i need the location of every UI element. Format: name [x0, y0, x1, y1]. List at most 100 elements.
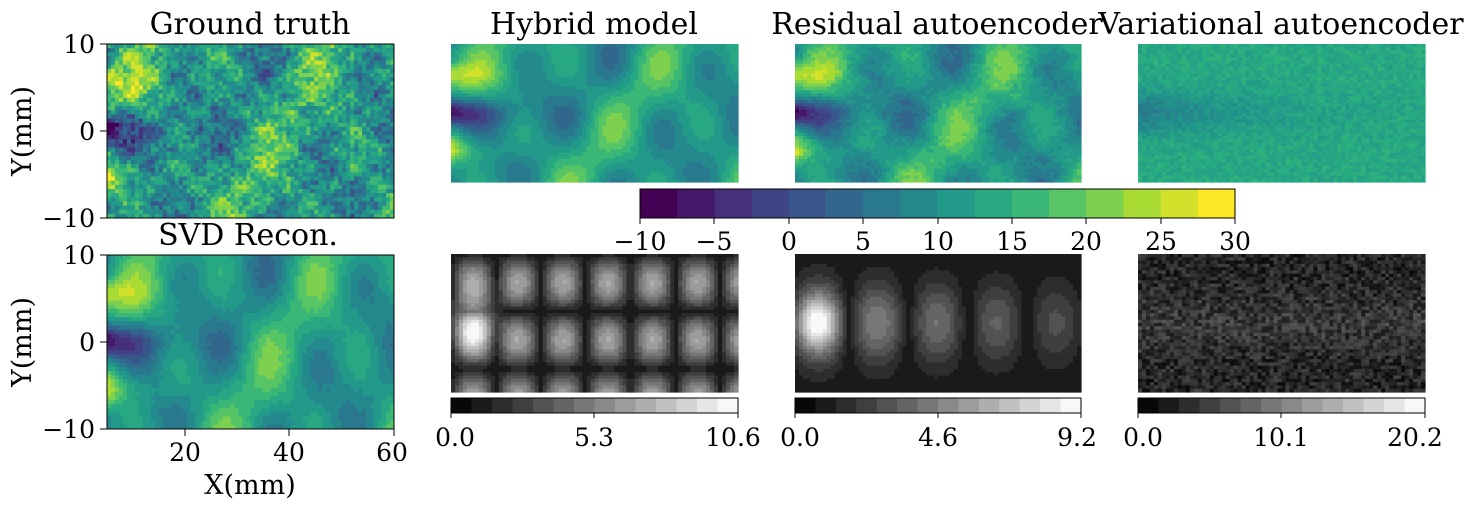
heatmap-cell [154, 64, 160, 70]
heatmap-cell [734, 113, 739, 117]
heatmap-cell [190, 77, 196, 82]
heatmap-cell [130, 151, 136, 157]
heatmap-cell [278, 77, 283, 82]
heatmap-cell [350, 64, 355, 70]
heatmap-cell [358, 143, 363, 149]
heatmap-cell [162, 213, 168, 218]
heatmap-cell [310, 44, 315, 49]
heatmap-cell [310, 139, 315, 145]
heatmap-cell [370, 147, 375, 153]
heatmap-cell [586, 103, 592, 108]
heatmap-cell [566, 126, 572, 131]
heatmap-cell [166, 180, 172, 186]
heatmap-cell [498, 132, 504, 137]
heatmap-cell [522, 83, 528, 88]
heatmap-cell [130, 77, 136, 82]
heatmap-cell [702, 50, 707, 55]
heatmap-cell [222, 172, 228, 178]
heatmap-cell [666, 44, 671, 48]
heatmap-cell [498, 99, 504, 104]
heatmap-cell [202, 44, 208, 49]
heatmap-cell [306, 209, 311, 215]
heatmap-cell [614, 44, 620, 48]
heatmap-cell [162, 184, 168, 190]
heatmap-cell [186, 131, 192, 136]
heatmap-cell [286, 147, 291, 153]
heatmap-cell [246, 151, 252, 157]
heatmap-cell [330, 201, 335, 207]
heatmap-cell [198, 48, 204, 53]
heatmap-cell [182, 106, 188, 111]
heatmap-cell [150, 205, 156, 211]
heatmap-cell [142, 189, 148, 194]
heatmap-cell [694, 106, 699, 111]
heatmap-cell [358, 122, 363, 128]
heatmap-cell [334, 172, 339, 178]
heatmap-cell [294, 160, 299, 165]
heatmap-cell [310, 135, 315, 140]
heatmap-cell [238, 180, 244, 186]
heatmap-cell [562, 93, 568, 98]
heatmap-cell [270, 48, 276, 53]
heatmap-cell [130, 114, 136, 120]
heatmap-cell [142, 64, 148, 70]
heatmap-cell [226, 118, 232, 124]
heatmap-cell [306, 201, 311, 207]
heatmap-cell [226, 110, 232, 116]
heatmap-cell [570, 47, 576, 52]
heatmap-cell [198, 176, 204, 182]
heatmap-cell [290, 135, 295, 140]
heatmap-cell [126, 48, 132, 53]
heatmap-cell [262, 143, 268, 149]
heatmap-cell [574, 73, 580, 78]
heatmap-cell [182, 209, 188, 215]
heatmap-cell [178, 189, 184, 194]
heatmap-cell [502, 119, 508, 124]
heatmap-cell [534, 113, 540, 117]
heatmap-cell [338, 197, 343, 203]
heatmap-cell [138, 48, 144, 53]
heatmap-cell [214, 97, 220, 103]
heatmap-cell [378, 176, 383, 182]
heatmap-cell [718, 109, 723, 114]
heatmap-cell [558, 93, 564, 98]
heatmap-cell [386, 122, 391, 128]
heatmap-cell [178, 122, 184, 128]
heatmap-cell [138, 160, 144, 165]
heatmap-cell [214, 151, 220, 157]
heatmap-cell [378, 193, 383, 198]
heatmap-cell [718, 44, 723, 48]
heatmap-cell [274, 126, 280, 132]
heatmap-cell [230, 143, 236, 149]
heatmap-cell [107, 168, 112, 174]
heatmap-cell [298, 155, 303, 161]
heatmap-cell [158, 126, 164, 132]
heatmap-cell [378, 168, 383, 174]
heatmap-cell [386, 131, 391, 136]
heatmap-cell [250, 176, 256, 182]
heatmap-cell [282, 172, 287, 178]
heatmap-cell [186, 155, 192, 161]
heatmap-cell [358, 213, 363, 218]
heatmap-cell [198, 147, 204, 153]
heatmap-cell [186, 201, 192, 207]
heatmap-cell [194, 201, 200, 207]
heatmap-cell [634, 119, 639, 124]
heatmap-cell [302, 73, 307, 78]
heatmap-cell [366, 122, 371, 128]
heatmap-cell [218, 139, 224, 145]
heatmap-cell [230, 164, 236, 169]
heatmap-cell [122, 81, 128, 87]
heatmap-cell [546, 122, 552, 127]
heatmap-cell [234, 126, 240, 132]
heatmap-cell [182, 193, 188, 198]
heatmap-cell [654, 113, 659, 117]
heatmap-cell [178, 172, 184, 178]
heatmap-cell [366, 56, 371, 62]
heatmap-cell [162, 93, 168, 99]
heatmap-cell [178, 155, 184, 161]
heatmap-cell [646, 99, 651, 104]
heatmap-cell [342, 193, 347, 198]
heatmap-cell [722, 73, 727, 78]
heatmap-cell [310, 48, 315, 53]
